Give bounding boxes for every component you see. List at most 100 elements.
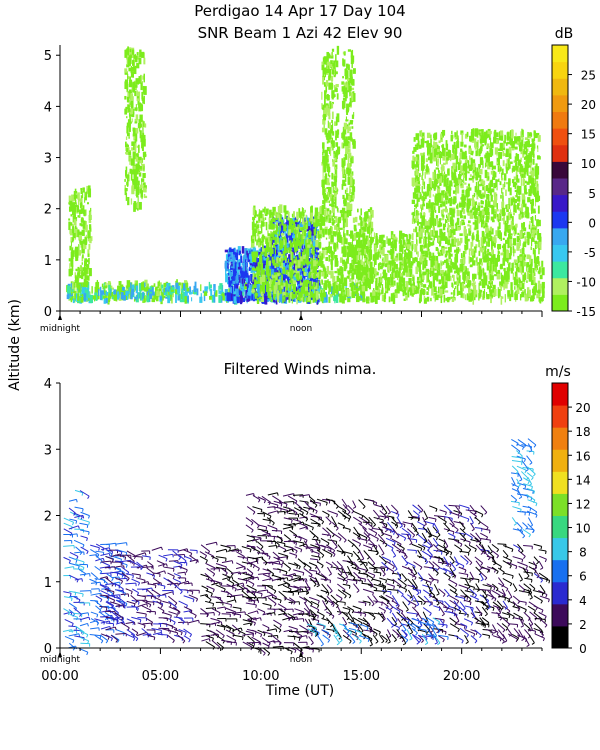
- snr-cell: [73, 194, 77, 200]
- snr-cell: [283, 257, 285, 267]
- snr-cell: [403, 259, 407, 269]
- snr-cell: [365, 280, 369, 284]
- snr-cell: [268, 274, 270, 279]
- snr-cell: [133, 54, 136, 62]
- snr-cell: [267, 250, 270, 255]
- snr-cell: [360, 217, 363, 224]
- snr-cell: [231, 256, 234, 261]
- snr-cell: [319, 222, 323, 231]
- snr-cell: [367, 261, 370, 265]
- snr-cell: [390, 277, 394, 286]
- snr-cell: [118, 281, 122, 286]
- snr-cell: [426, 287, 429, 290]
- snr-cell: [343, 198, 347, 207]
- snr-cell: [360, 286, 363, 296]
- snr-cell: [364, 240, 367, 247]
- snr-cell: [329, 137, 332, 142]
- snr-cell: [388, 267, 390, 273]
- snr-cell: [404, 249, 407, 252]
- snr-cell: [533, 249, 536, 257]
- snr-cell: [320, 280, 322, 284]
- snr-cell: [294, 223, 299, 228]
- snr-cell: [305, 261, 309, 265]
- snr-cell: [88, 257, 90, 265]
- snr-cell: [345, 287, 348, 291]
- snr-cell: [301, 216, 303, 219]
- snr-cell: [139, 114, 143, 122]
- snr-cell: [476, 256, 478, 266]
- snr-cell: [258, 209, 260, 214]
- snr-cell: [283, 224, 287, 232]
- snr-cell: [506, 257, 509, 260]
- snr-cell: [534, 262, 537, 268]
- snr-cell: [323, 121, 325, 129]
- snr-cell: [368, 267, 370, 270]
- snr-cell: [330, 75, 334, 82]
- snr-cell: [351, 268, 353, 276]
- snr-cell: [80, 198, 83, 207]
- snr-cell: [424, 259, 428, 264]
- snr-cell: [345, 152, 348, 160]
- snr-cell: [494, 274, 498, 277]
- snr-cell: [126, 86, 129, 93]
- snr-cell: [301, 285, 305, 289]
- snr-cell: [125, 166, 128, 176]
- snr-cell: [142, 127, 144, 133]
- snr-cell: [497, 259, 500, 262]
- snr-cell: [124, 95, 127, 100]
- snr-cell: [412, 257, 416, 264]
- snr-cell: [327, 120, 329, 128]
- snr-cell: [68, 258, 71, 262]
- snr-cell: [538, 241, 542, 250]
- snr-cell: [387, 266, 389, 273]
- snr-cell: [255, 226, 258, 233]
- snr-cell: [257, 257, 261, 262]
- snr-cell: [445, 297, 448, 301]
- snr-cell: [131, 185, 135, 195]
- snr-cell: [352, 257, 356, 265]
- snr-cell: [332, 286, 336, 291]
- snr-cell: [328, 113, 331, 120]
- snr-cell: [68, 268, 72, 277]
- snr-cell: [240, 266, 242, 274]
- snr-cell: [157, 291, 161, 298]
- snr-cell: [71, 194, 75, 202]
- snr-cell: [374, 291, 378, 299]
- snr-cell: [254, 273, 257, 278]
- snr-cell: [226, 292, 230, 297]
- snr-cell: [293, 275, 297, 284]
- snr-cell: [319, 230, 323, 235]
- snr-cell: [143, 195, 148, 199]
- snr-cell: [359, 252, 361, 261]
- snr-cell: [258, 296, 262, 300]
- snr-cell: [132, 183, 134, 188]
- snr-cell: [135, 156, 139, 162]
- snr-cell: [282, 267, 286, 274]
- snr-cell: [348, 234, 351, 237]
- snr-cell: [133, 165, 136, 170]
- snr-cell: [427, 232, 430, 240]
- snr-cell: [359, 293, 363, 301]
- snr-cell: [399, 230, 403, 239]
- snr-cell: [462, 250, 466, 260]
- snr-cell: [307, 292, 311, 296]
- snr-cell: [314, 287, 318, 293]
- snr-cell: [165, 296, 169, 299]
- snr-cell: [141, 125, 143, 128]
- snr-cell: [324, 90, 327, 99]
- snr-cell: [301, 268, 303, 273]
- snr-cell: [302, 254, 306, 259]
- snr-cell: [140, 292, 143, 300]
- snr-cell: [497, 254, 501, 262]
- snr-cell: [362, 232, 366, 241]
- snr-cell: [311, 228, 313, 232]
- snr-cell: [427, 273, 430, 283]
- snr-cell: [135, 114, 139, 121]
- snr-cell: [266, 277, 269, 282]
- snr-cell: [326, 65, 329, 73]
- snr-cell: [339, 293, 343, 303]
- snr-cell: [87, 281, 90, 290]
- snr-cell: [456, 280, 459, 285]
- snr-cell: [134, 184, 138, 189]
- snr-cell: [122, 286, 125, 291]
